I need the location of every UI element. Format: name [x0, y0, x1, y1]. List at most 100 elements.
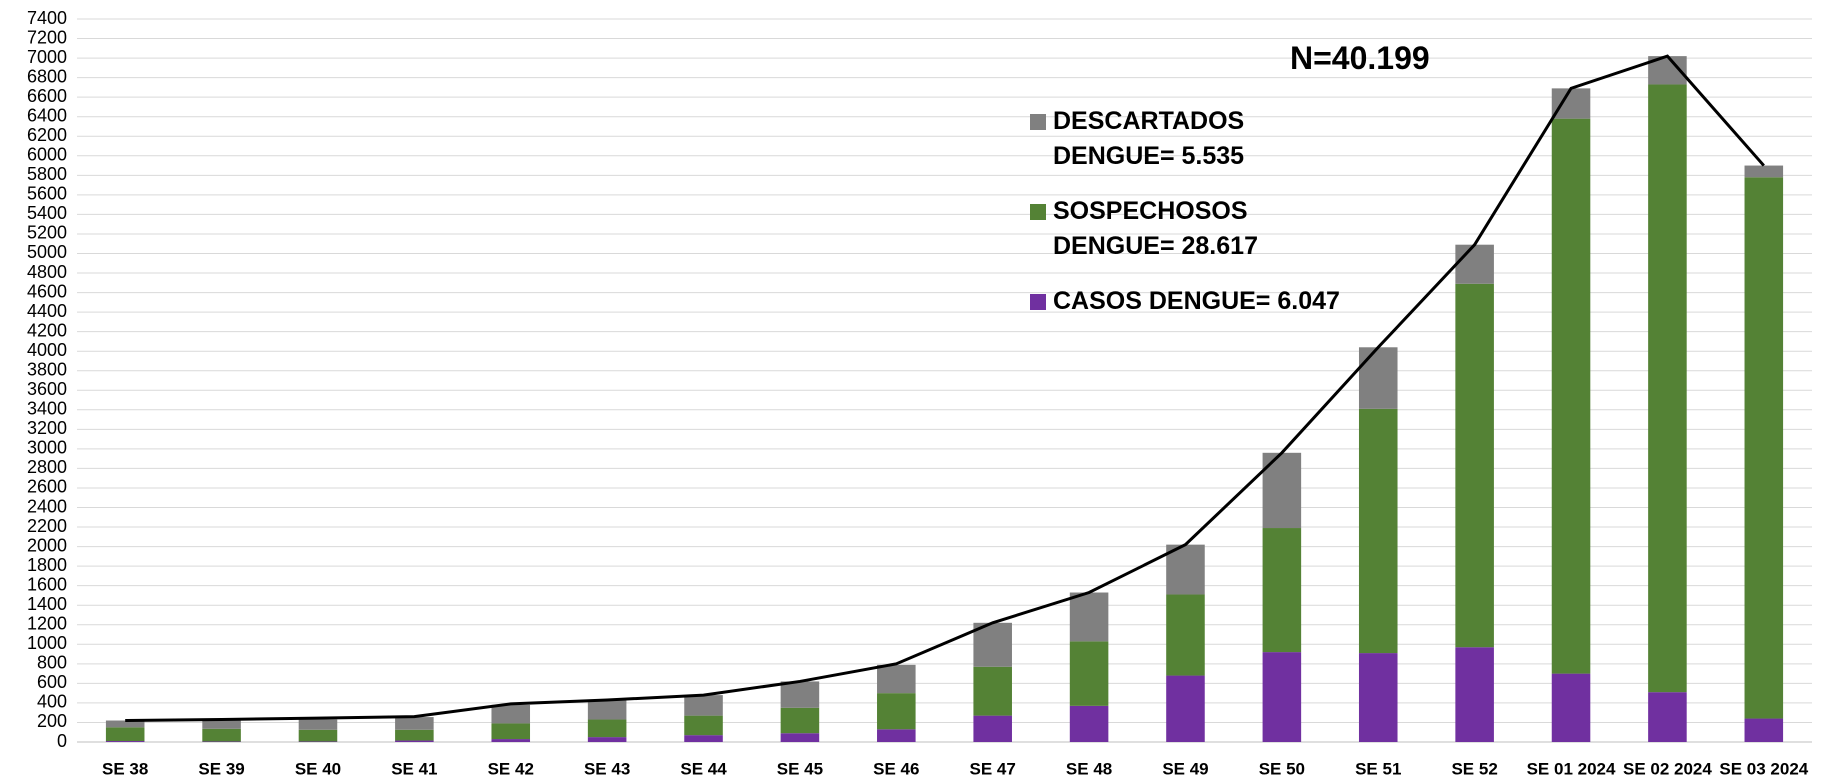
bar-segment: [1166, 544, 1205, 595]
bar-segment: [298, 729, 338, 742]
bar-segment: [877, 729, 916, 742]
bar-segment: [1455, 244, 1494, 284]
y-tick-label: 1400: [27, 594, 67, 614]
y-tick-label: 4600: [27, 281, 67, 301]
y-tick-label: 7400: [27, 8, 67, 28]
x-tick-label: SE 43: [584, 759, 630, 778]
y-tick-label: 6400: [27, 105, 67, 125]
y-tick-label: 6600: [27, 86, 67, 106]
annotation: N=40.199: [1290, 40, 1430, 76]
x-tick-label: SE 03 2024: [1719, 759, 1808, 778]
y-tick-label: 3000: [27, 438, 67, 458]
y-tick-label: 400: [37, 692, 67, 712]
legend-label: CASOS DENGUE= 6.047: [1053, 287, 1340, 315]
legend: DESCARTADOS DENGUE= 5.535 SOSPECHOSOS DEN…: [1030, 104, 1370, 339]
x-tick-label: SE 41: [391, 759, 437, 778]
y-tick-label: 3200: [27, 418, 67, 438]
y-tick-label: 6800: [27, 66, 67, 86]
total-line: [125, 54, 1765, 723]
y-tick-label: 800: [37, 653, 67, 673]
bar-segment: [780, 681, 820, 708]
y-tick-label: 7000: [27, 47, 67, 67]
y-tick-label: 4800: [27, 262, 67, 282]
bar-segment: [1358, 653, 1398, 742]
x-tick-label: SE 50: [1259, 759, 1305, 778]
x-tick-label: SE 38: [102, 759, 148, 778]
bar-segment: [1744, 165, 1784, 178]
bar-segment: [491, 739, 531, 742]
x-tick-label: SE 49: [1162, 759, 1208, 778]
y-tick-label: 7200: [27, 27, 67, 47]
x-tick-label: SE 44: [680, 759, 727, 778]
y-tick-label: 2000: [27, 535, 67, 555]
bar-segment: [202, 728, 241, 742]
x-tick-label: SE 02 2024: [1623, 759, 1712, 778]
bar-segment: [105, 741, 145, 742]
legend-label: DESCARTADOS DENGUE= 5.535: [1053, 107, 1245, 170]
x-tick-label: SE 52: [1451, 759, 1497, 778]
legend-item: CASOS DENGUE= 6.047: [1030, 284, 1370, 319]
y-tick-label: 1000: [27, 633, 67, 653]
legend-swatch: [1030, 204, 1046, 220]
y-tick-label: 2200: [27, 516, 67, 536]
bar-segment: [1744, 177, 1784, 719]
x-tick-label: SE 45: [777, 759, 823, 778]
x-tick-label: SE 42: [488, 759, 534, 778]
bar-segment: [1648, 84, 1687, 693]
bar-segment: [202, 720, 241, 729]
bar-segment: [684, 695, 723, 716]
bar-segment: [877, 664, 916, 694]
bar-segment: [1166, 675, 1205, 742]
bar-segment: [1069, 705, 1109, 742]
y-tick-label: 4200: [27, 320, 67, 340]
x-tick-label: SE 01 2024: [1527, 759, 1616, 778]
bar-segment: [877, 693, 916, 730]
bar-segment: [1648, 692, 1687, 742]
y-tick-label: 4000: [27, 340, 67, 360]
bar-segment: [973, 622, 1012, 667]
bar-segment: [491, 704, 531, 724]
bar-segment: [395, 729, 434, 741]
bar-segment: [587, 737, 627, 742]
y-tick-label: 3600: [27, 379, 67, 399]
x-tick-label: SE 39: [198, 759, 244, 778]
bar-segment: [395, 740, 434, 742]
x-tick-label: SE 40: [295, 759, 341, 778]
bar-segment: [587, 719, 627, 738]
bar-segment: [1069, 592, 1109, 642]
legend-label: SOSPECHOSOS DENGUE= 28.617: [1053, 197, 1258, 260]
y-tick-label: 6200: [27, 125, 67, 145]
bar-segment: [780, 707, 820, 734]
y-tick-label: 600: [37, 672, 67, 692]
bar-segment: [587, 699, 627, 720]
x-tick-label: SE 46: [873, 759, 919, 778]
legend-item: SOSPECHOSOS DENGUE= 28.617: [1030, 194, 1370, 264]
bar-segment: [1166, 594, 1205, 676]
bar-segment: [973, 715, 1012, 742]
y-tick-label: 2600: [27, 477, 67, 497]
y-tick-label: 1200: [27, 614, 67, 634]
y-tick-label: 5800: [27, 164, 67, 184]
legend-swatch: [1030, 294, 1046, 310]
y-tick-label: 4400: [27, 301, 67, 321]
y-tick-label: 5000: [27, 242, 67, 262]
bar-segment: [780, 733, 820, 742]
bar-segment: [491, 723, 531, 740]
bar-segment: [1358, 408, 1398, 654]
x-tick-label: SE 51: [1355, 759, 1401, 778]
bar-segment: [1551, 673, 1591, 742]
bar-segment: [395, 717, 434, 730]
bar-segment: [105, 720, 145, 728]
y-tick-label: 1800: [27, 555, 67, 575]
bar-segment: [1551, 88, 1591, 119]
legend-item: DESCARTADOS DENGUE= 5.535: [1030, 104, 1370, 174]
bar-segment: [1358, 347, 1398, 409]
bar-segment: [1262, 528, 1302, 653]
legend-swatch: [1030, 114, 1046, 130]
y-tick-label: 6000: [27, 145, 67, 165]
y-tick-label: 3400: [27, 399, 67, 419]
y-tick-label: 2800: [27, 457, 67, 477]
y-tick-label: 5400: [27, 203, 67, 223]
